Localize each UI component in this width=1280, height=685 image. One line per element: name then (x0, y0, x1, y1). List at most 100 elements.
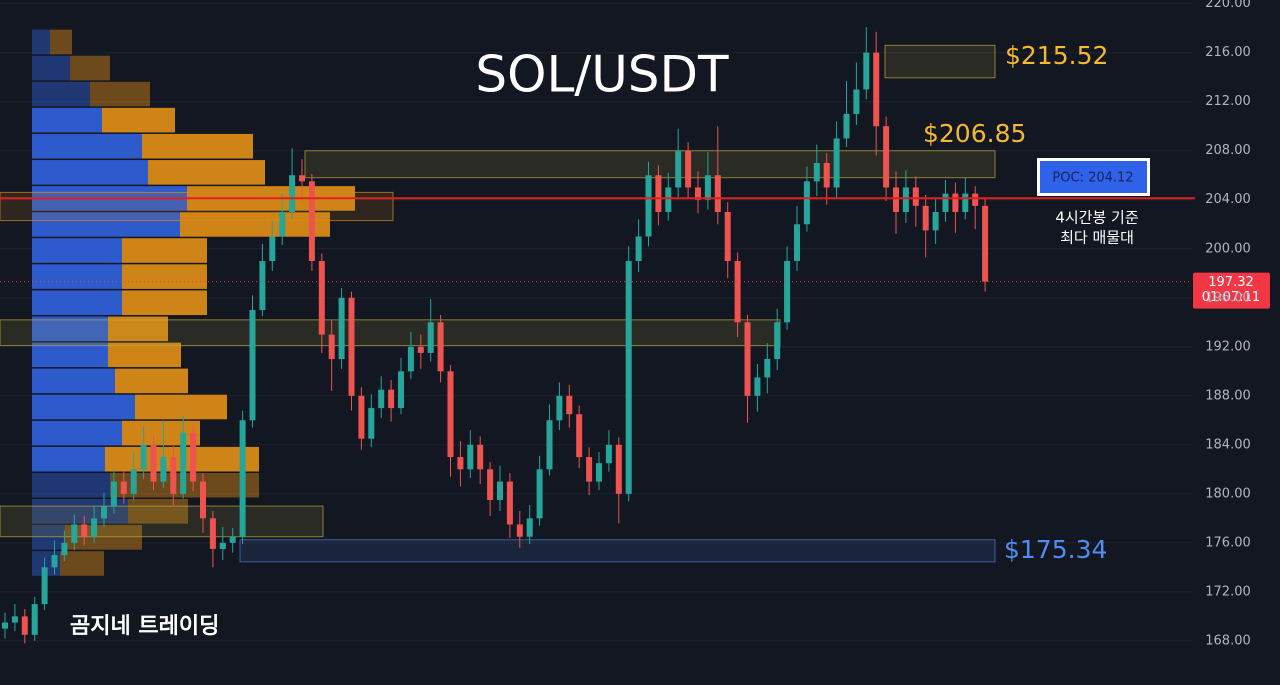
poc-note: 최다 매물대 (1060, 229, 1134, 247)
y-tick-label: 220.00 (1205, 0, 1251, 11)
candle-body (497, 481, 503, 500)
candle-body (863, 52, 870, 90)
candle-body (794, 224, 800, 262)
price-zone (884, 44, 996, 79)
price-zone (0, 505, 324, 538)
profile-buy (32, 525, 65, 550)
candle-body (417, 346, 424, 353)
candle-body (556, 395, 563, 421)
profile-buy (32, 107, 102, 133)
candle-body (61, 542, 68, 556)
price-tag (1193, 272, 1270, 309)
candle-body (140, 444, 147, 470)
candle-body (239, 420, 246, 537)
profile-sell (60, 551, 104, 576)
y-tick-label: 168.00 (1205, 633, 1251, 648)
candle-body (813, 162, 820, 182)
candle-body (704, 175, 711, 200)
candle-body (31, 604, 38, 635)
candle-body (625, 261, 632, 494)
candle-body (883, 126, 890, 188)
candle-body (437, 322, 444, 372)
poc-note: 4시간봉 기준 (1055, 209, 1139, 227)
y-tick-label: 180.00 (1205, 486, 1251, 501)
profile-buy (32, 316, 108, 342)
candle-body (526, 518, 533, 537)
candle-body (566, 395, 573, 415)
profile-sell (70, 55, 110, 81)
candle-body (91, 518, 98, 537)
candle-body (81, 524, 88, 537)
profile-sell (122, 290, 207, 316)
candle-body (328, 334, 335, 360)
profile-sell (180, 212, 330, 237)
profile-sell (108, 316, 168, 342)
candle-body (853, 89, 860, 114)
candle-body (615, 444, 622, 494)
candle-body (922, 205, 929, 231)
candle-body (724, 211, 731, 262)
y-tick-label: 216.00 (1205, 45, 1251, 60)
candle-body (635, 236, 642, 262)
profile-sell (115, 368, 188, 394)
candle-body (457, 457, 464, 470)
poc-label: POC: 204.12 (1052, 171, 1133, 186)
candle-body (972, 193, 979, 206)
profile-buy (32, 238, 122, 263)
candle-body (932, 211, 939, 231)
candle-body (516, 524, 523, 537)
candle-body (318, 261, 325, 335)
candle-body (873, 52, 880, 127)
candle-body (229, 536, 236, 543)
candle-body (41, 567, 48, 605)
candle-body (358, 395, 365, 439)
candle-body (665, 187, 672, 212)
price-zone (0, 191, 394, 222)
y-tick-label: 184.00 (1205, 437, 1251, 452)
profile-buy (32, 212, 180, 237)
profile-buy (32, 160, 148, 185)
candle-body (170, 457, 177, 494)
candle-body (823, 162, 830, 188)
candle-body (487, 469, 494, 500)
y-tick-label: 172.00 (1205, 584, 1251, 599)
profile-buy (32, 55, 70, 81)
profile-buy (32, 446, 105, 472)
y-tick-label: 200.00 (1205, 241, 1251, 256)
candle-body (398, 371, 404, 409)
candle-body (833, 138, 840, 188)
candle-body (952, 193, 959, 212)
candle-body (764, 359, 771, 378)
profile-sell (128, 498, 188, 524)
y-tick-label: 204.00 (1205, 192, 1251, 207)
price-zone (239, 539, 996, 563)
price-zone (0, 319, 781, 347)
profile-sell (108, 342, 181, 368)
candle-body (299, 175, 305, 182)
candle-body (388, 389, 395, 409)
candle-body (110, 481, 117, 507)
candle-body (843, 113, 850, 139)
candle-body (120, 481, 127, 494)
candle-body (586, 457, 593, 482)
candle-body (249, 310, 256, 421)
candle-body (338, 297, 345, 360)
candle-body (259, 261, 266, 311)
candle-body (348, 297, 355, 396)
candle-body (942, 193, 949, 212)
candle-body (695, 187, 701, 200)
candle-body (130, 469, 137, 494)
profile-sell (122, 420, 200, 446)
candle-body (289, 175, 296, 212)
level-label: $206.85 (923, 119, 1026, 148)
level-label: $215.52 (1005, 41, 1108, 70)
candle-body (645, 175, 652, 237)
profile-sell (102, 107, 175, 133)
level-label: $175.34 (1004, 535, 1107, 564)
y-tick-label: 192.00 (1205, 339, 1251, 354)
candle-body (21, 616, 28, 635)
